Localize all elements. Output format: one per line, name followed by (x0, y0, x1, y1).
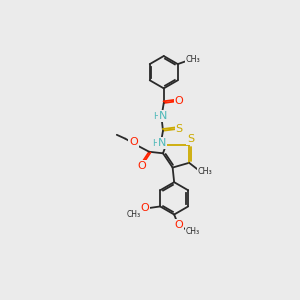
Text: CH₃: CH₃ (186, 55, 200, 64)
Text: O: O (140, 203, 149, 213)
Text: O: O (174, 220, 183, 230)
Text: N: N (159, 111, 167, 121)
Text: O: O (129, 137, 138, 147)
Text: S: S (176, 124, 183, 134)
Text: H: H (152, 139, 159, 148)
Text: CH₃: CH₃ (198, 167, 212, 176)
Text: O: O (175, 96, 184, 106)
Text: H: H (153, 112, 159, 121)
Text: N: N (158, 138, 166, 148)
Text: O: O (137, 160, 146, 171)
Text: CH₃: CH₃ (186, 227, 200, 236)
Text: S: S (187, 134, 194, 144)
Text: CH₃: CH₃ (127, 210, 141, 219)
